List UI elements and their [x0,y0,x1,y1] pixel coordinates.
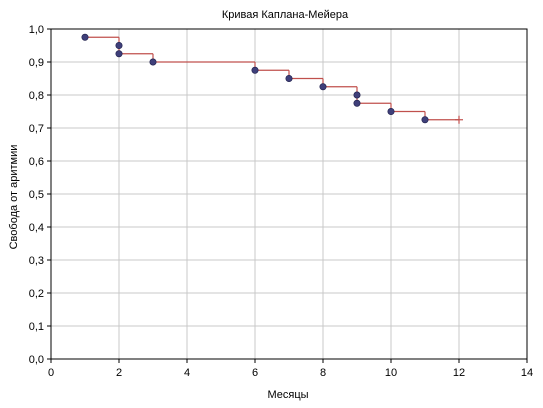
y-tick-label: 1,0 [29,24,44,36]
x-tick-label: 6 [252,367,258,379]
event-point [353,99,361,107]
x-tick-label: 12 [453,367,465,379]
event-point [81,33,89,41]
survival-series [81,33,463,124]
event-point [149,58,157,66]
y-tick-label: 0,3 [29,255,44,267]
event-point [115,50,123,58]
event-point [353,91,361,99]
y-tick-label: 0,1 [29,321,44,333]
event-point [115,41,123,49]
grid-lines [51,29,527,359]
x-tick-label: 8 [320,367,326,379]
x-tick-label: 14 [521,367,533,379]
x-tick-label: 10 [385,367,397,379]
y-axis-label: Свобода от аритмии [8,145,20,250]
event-point [387,108,395,116]
x-tick-label: 0 [48,367,54,379]
event-point [421,116,429,124]
y-tick-label: 0,0 [29,354,44,366]
event-point [251,66,259,74]
y-tick-label: 0,2 [29,288,44,300]
y-tick-label: 0,7 [29,123,44,135]
event-point [319,83,327,91]
y-tick-label: 0,8 [29,90,44,102]
x-tick-label: 2 [116,367,122,379]
y-tick-label: 0,6 [29,156,44,168]
y-axis-ticks: 0,0 0,1 0,2 0,3 0,4 0,5 0,6 0,7 0,8 0,9 1,0 [29,24,51,366]
event-point [285,75,293,83]
x-axis-ticks: 0 2 4 6 8 10 12 14 [48,359,533,379]
x-tick-label: 4 [184,367,190,379]
y-tick-label: 0,9 [29,57,44,69]
chart-title: Кривая Каплана-Мейера [222,9,349,21]
x-axis-label: Месяцы [267,389,308,401]
y-tick-label: 0,5 [29,189,44,201]
y-tick-label: 0,4 [29,222,44,234]
